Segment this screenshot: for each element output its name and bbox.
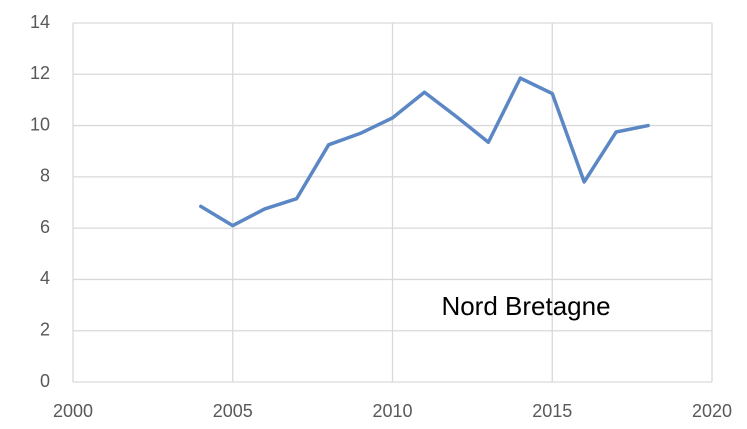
y-tick-label: 4	[40, 268, 50, 288]
line-series	[199, 76, 650, 228]
y-tick-label: 0	[40, 371, 50, 391]
y-tick-label: 8	[40, 166, 50, 186]
x-tick-label: 2015	[532, 401, 572, 421]
y-tick-label: 10	[30, 114, 50, 134]
y-tick-label: 6	[40, 217, 50, 237]
y-tick-label: 12	[30, 63, 50, 83]
x-tick-label: 2005	[213, 401, 253, 421]
y-tick-label: 14	[30, 12, 50, 32]
annotation: Nord Bretagne	[441, 291, 610, 321]
y-tick-label: 2	[40, 319, 50, 339]
x-tick-label: 2010	[372, 401, 412, 421]
x-tick-label: 2000	[53, 401, 93, 421]
x-tick-label: 2020	[692, 401, 732, 421]
